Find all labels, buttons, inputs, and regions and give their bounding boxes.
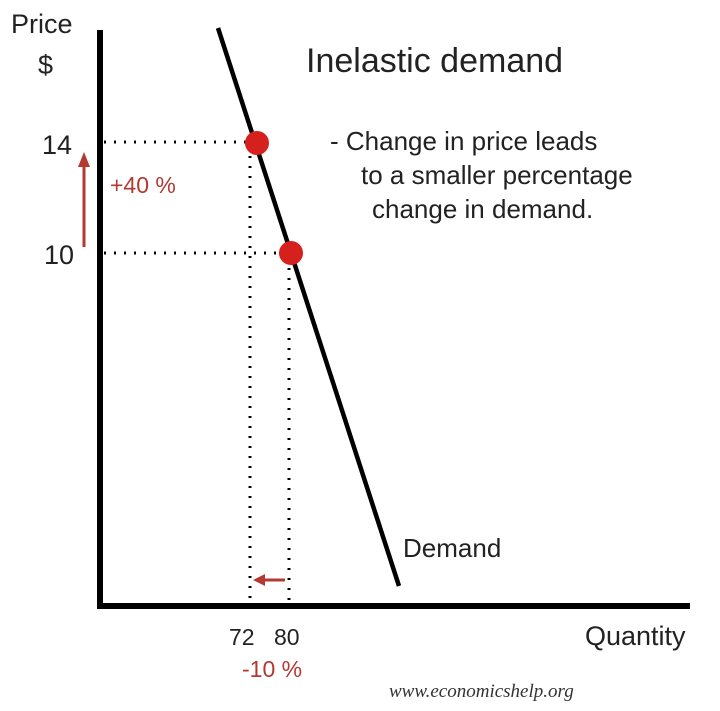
y-tick-10: 10 bbox=[44, 240, 74, 270]
annotation-line-2: to a smaller percentage bbox=[361, 160, 633, 190]
y-axis-label: Price bbox=[11, 9, 73, 39]
price-change-label: +40 % bbox=[110, 172, 176, 198]
chart-title: Inelastic demand bbox=[306, 42, 563, 80]
demand-line bbox=[215, 27, 402, 587]
source-url: www.economicshelp.org bbox=[389, 681, 574, 702]
y-tick-14: 14 bbox=[42, 130, 72, 160]
y-axis-unit: $ bbox=[38, 50, 53, 80]
point-price-10 bbox=[279, 241, 303, 265]
price-change-arrowhead bbox=[78, 152, 90, 167]
x-tick-72: 72 bbox=[229, 624, 255, 650]
demand-series-label: Demand bbox=[403, 533, 501, 563]
point-price-14 bbox=[245, 131, 269, 155]
quantity-change-label: -10 % bbox=[242, 656, 302, 682]
annotation-line-3: change in demand. bbox=[372, 194, 593, 224]
quantity-change-arrowhead bbox=[253, 574, 265, 586]
x-tick-80: 80 bbox=[274, 624, 300, 650]
x-axis-label: Quantity bbox=[585, 621, 686, 651]
annotation-line-1: - Change in price leads bbox=[330, 126, 597, 156]
